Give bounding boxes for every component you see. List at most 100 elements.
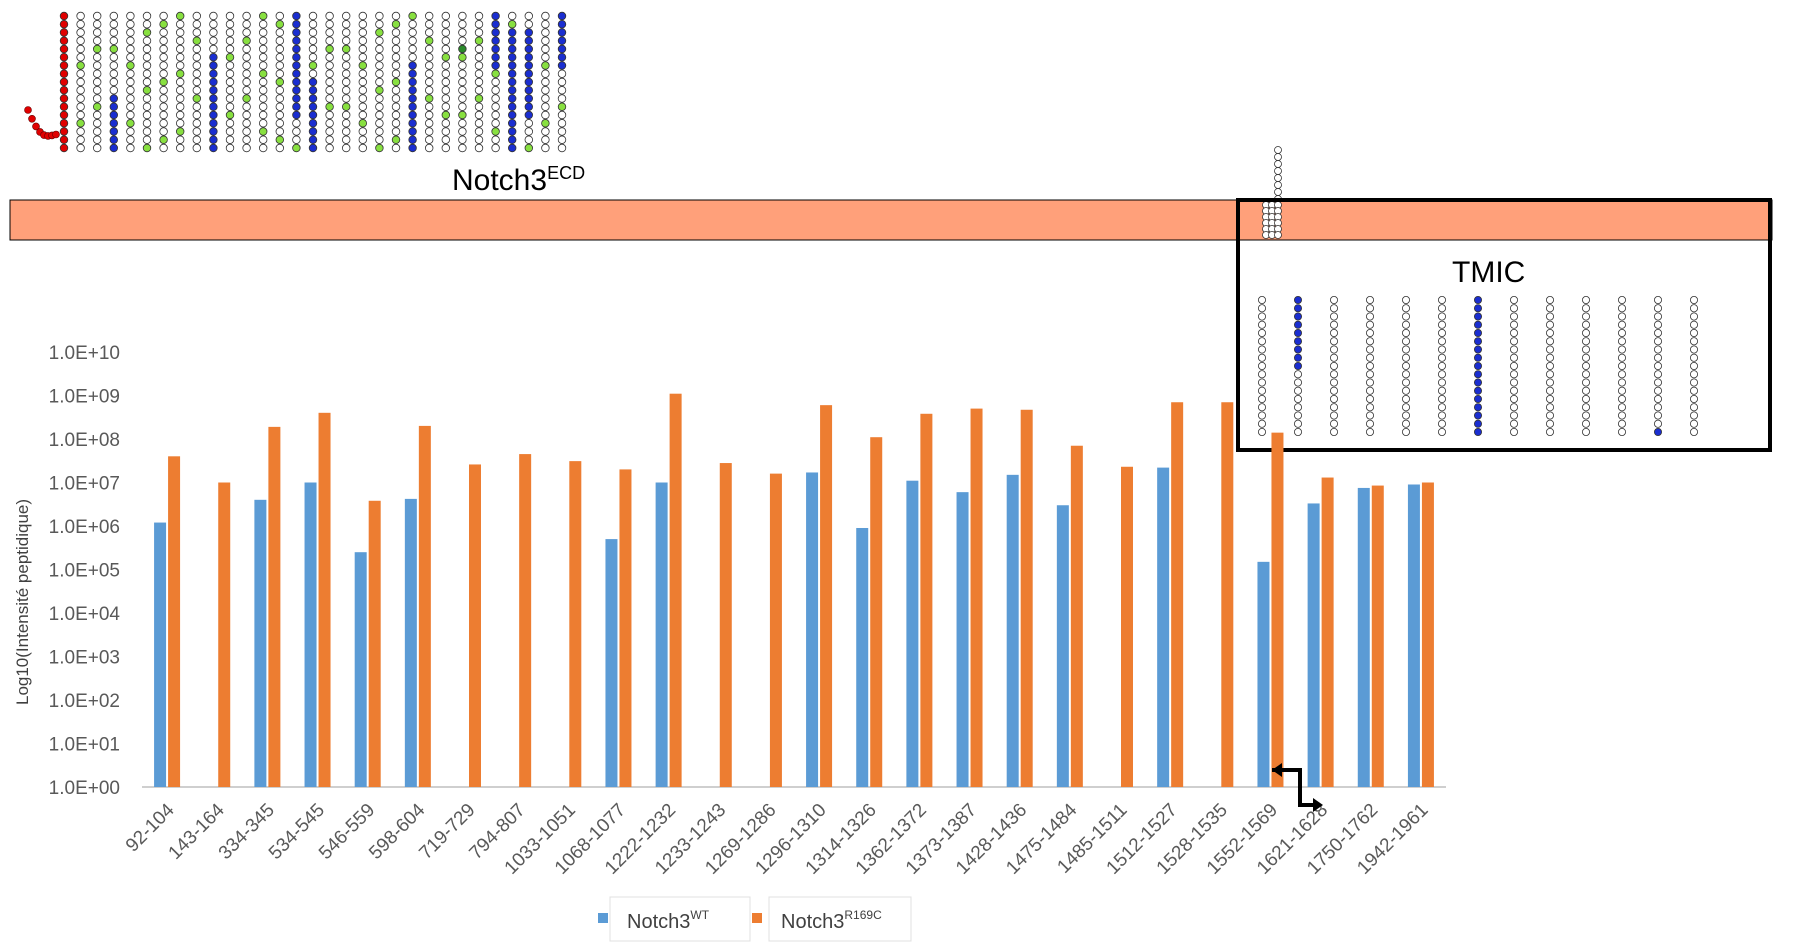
residue	[491, 94, 500, 103]
residue	[1294, 394, 1303, 403]
residue	[1402, 403, 1411, 412]
residue	[1366, 427, 1375, 436]
residue	[308, 86, 318, 95]
residue	[1258, 295, 1267, 304]
bar-r169c	[318, 412, 331, 787]
residue	[1690, 386, 1699, 395]
residue	[1474, 378, 1483, 387]
residue	[408, 102, 417, 111]
residue	[308, 36, 318, 45]
bar-wt	[1056, 505, 1069, 787]
residue	[292, 77, 301, 87]
residue	[1294, 427, 1303, 436]
residue	[1438, 361, 1447, 370]
residue	[375, 44, 384, 54]
residue	[375, 143, 384, 153]
residue	[1510, 386, 1519, 395]
residue	[342, 77, 351, 87]
residue	[541, 28, 550, 37]
y-tick-label: 1.0E+04	[49, 604, 121, 625]
residue	[1582, 386, 1591, 395]
residue	[474, 20, 484, 29]
residue	[126, 20, 135, 29]
residue	[308, 77, 318, 87]
residue	[259, 20, 268, 29]
residue	[175, 127, 185, 136]
bar-wt	[304, 482, 317, 787]
residue	[1438, 295, 1447, 304]
residue	[1510, 312, 1519, 321]
residue	[557, 135, 567, 144]
residue	[458, 110, 467, 120]
residue	[242, 127, 251, 136]
residue	[1618, 411, 1627, 420]
residue	[1690, 370, 1699, 379]
residue	[142, 94, 152, 103]
residue	[474, 28, 484, 37]
residue	[1258, 361, 1267, 370]
residue	[1258, 378, 1267, 387]
legend-swatch-wt	[598, 913, 608, 923]
residue	[1654, 353, 1663, 362]
residue	[1438, 403, 1447, 412]
residue	[225, 28, 235, 37]
residue	[175, 11, 185, 21]
residue	[375, 61, 384, 70]
residue	[491, 53, 500, 62]
residue	[109, 20, 118, 29]
residue	[408, 127, 417, 136]
residue	[491, 135, 500, 144]
residue	[76, 36, 85, 45]
arrow-head-left	[1272, 763, 1282, 777]
residue	[1546, 328, 1555, 337]
residue	[225, 94, 235, 103]
residue	[59, 77, 69, 87]
residue	[92, 20, 102, 29]
residue	[358, 28, 367, 37]
residue	[109, 69, 118, 78]
residue	[391, 44, 401, 54]
residue	[1582, 370, 1591, 379]
residue	[441, 77, 450, 87]
residue	[491, 110, 500, 120]
residue	[292, 53, 301, 62]
residue	[508, 61, 517, 70]
residue	[508, 53, 517, 62]
residue	[242, 69, 251, 78]
residue	[92, 127, 102, 136]
residue	[358, 53, 367, 62]
residue	[159, 28, 168, 37]
residue	[192, 53, 201, 62]
residue	[142, 127, 152, 136]
residue	[1618, 304, 1627, 313]
x-axis: 92-104143-164334-345534-545546-559598-60…	[122, 799, 1433, 878]
residue	[1546, 337, 1555, 346]
residue	[1582, 361, 1591, 370]
residue	[259, 77, 268, 87]
residue	[259, 135, 268, 144]
residue	[1474, 345, 1483, 354]
residue	[342, 102, 351, 111]
residue	[342, 11, 351, 21]
residue	[59, 143, 69, 153]
residue	[508, 77, 517, 87]
residue	[242, 135, 251, 144]
residue	[109, 11, 118, 21]
residue	[92, 143, 102, 153]
residue	[192, 69, 201, 78]
residue	[342, 110, 351, 120]
residue	[375, 20, 384, 29]
residue	[1294, 361, 1303, 370]
residue	[1582, 312, 1591, 321]
residue	[458, 94, 467, 103]
residue	[275, 77, 284, 87]
residue	[325, 53, 334, 62]
residue	[1438, 394, 1447, 403]
residue	[1474, 353, 1483, 362]
residue	[541, 110, 550, 120]
residue	[458, 119, 467, 128]
residue	[524, 102, 533, 111]
residue	[358, 44, 367, 54]
residue	[1654, 320, 1663, 329]
